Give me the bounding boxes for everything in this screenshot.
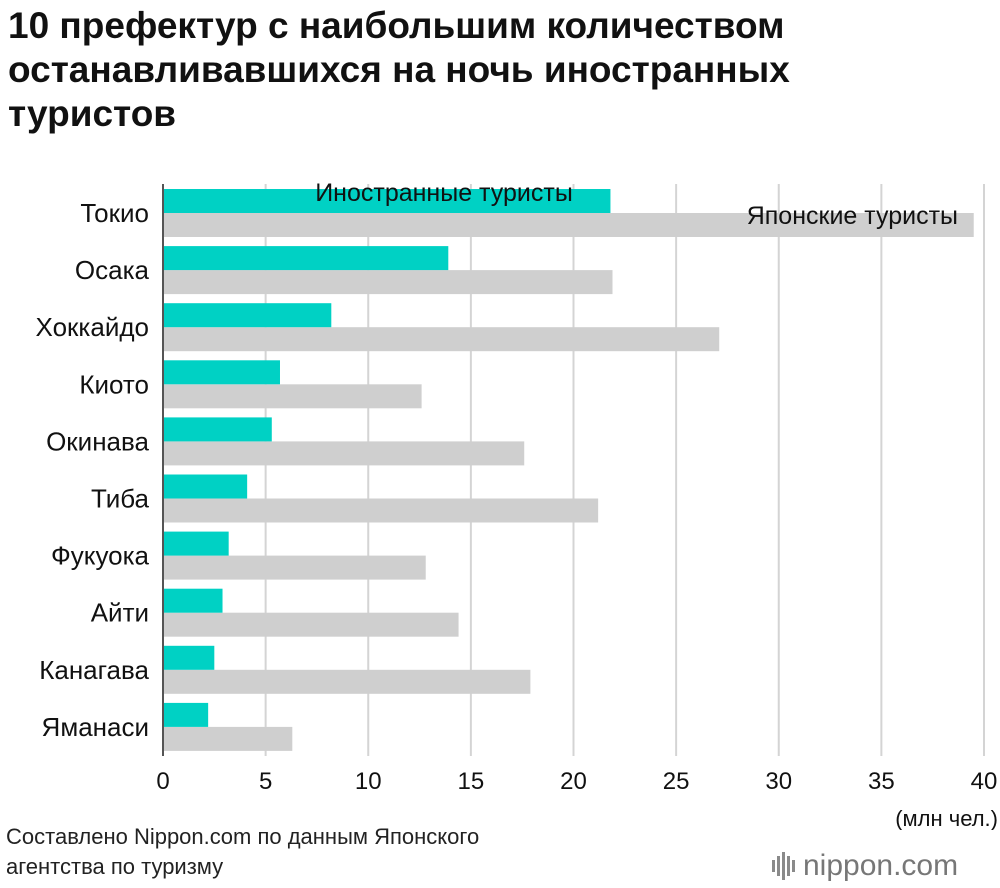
x-tick-label: 10 xyxy=(355,768,382,795)
bar-japanese xyxy=(163,213,974,237)
category-label: Айти xyxy=(91,598,149,628)
x-tick-label: 30 xyxy=(765,768,792,795)
x-tick-label: 15 xyxy=(458,768,485,795)
x-tick-label: 0 xyxy=(156,768,169,795)
x-unit-label: (млн чел.) xyxy=(895,806,998,830)
x-tick-label: 20 xyxy=(560,768,587,795)
bar-foreign xyxy=(163,303,332,328)
category-label: Токио xyxy=(80,198,149,228)
bar-chart: Токио Осака Хоккайдо Киото Окинава Тиба Фукуок… xyxy=(36,179,998,830)
category-label: Фукуока xyxy=(51,541,150,571)
logo-text: nippon.com xyxy=(803,849,959,882)
bar-japanese xyxy=(163,327,720,352)
bar-japanese xyxy=(163,498,599,523)
bar-foreign xyxy=(163,531,229,556)
category-label: Яманаси xyxy=(42,712,149,742)
bar-japanese xyxy=(163,441,525,466)
category-label: Киото xyxy=(79,369,149,399)
category-label: Канагава xyxy=(39,655,149,685)
x-tick-label: 5 xyxy=(259,768,272,795)
title-line-1: 10 префектур с наибольшим количеством xyxy=(8,5,785,46)
bar-japanese xyxy=(163,612,459,637)
category-label: Хоккайдо xyxy=(36,312,149,342)
bar-foreign xyxy=(163,474,248,499)
bar-foreign xyxy=(163,189,611,213)
source-note: Составлено Nippon.com по данным Японског… xyxy=(6,822,479,882)
bar-japanese xyxy=(163,384,422,409)
series-label-japanese: Японские туристы xyxy=(747,202,958,230)
bar-foreign xyxy=(163,588,223,613)
x-tick-label: 35 xyxy=(868,768,895,795)
source-line-1: Составлено Nippon.com по данным Японског… xyxy=(6,824,480,849)
category-label: Осака xyxy=(75,255,150,285)
title-line-3: туристов xyxy=(8,93,177,134)
bar-foreign xyxy=(163,246,449,271)
bar-foreign xyxy=(163,702,209,727)
category-label: Окинава xyxy=(46,426,149,456)
x-tick-label: 25 xyxy=(663,768,690,795)
bar-japanese xyxy=(163,270,613,295)
bar-foreign xyxy=(163,417,272,442)
category-label: Тиба xyxy=(91,484,150,514)
nippon-logo: nippon.com xyxy=(772,844,958,888)
bar-japanese xyxy=(163,669,531,694)
bar-japanese xyxy=(163,555,426,580)
source-line-2: агентства по туризму xyxy=(6,854,224,879)
bar-japanese xyxy=(163,726,293,751)
x-tick-label: 40 xyxy=(971,768,998,795)
bar-foreign xyxy=(163,645,215,670)
chart-title: 10 префектур с наибольшим количеством ос… xyxy=(8,4,988,136)
nippon-bars-icon xyxy=(772,852,795,880)
title-line-2: останавливавшихся на ночь иностранных xyxy=(8,49,790,90)
series-label-foreign: Иностранные туристы xyxy=(315,179,573,207)
bar-foreign xyxy=(163,360,280,385)
